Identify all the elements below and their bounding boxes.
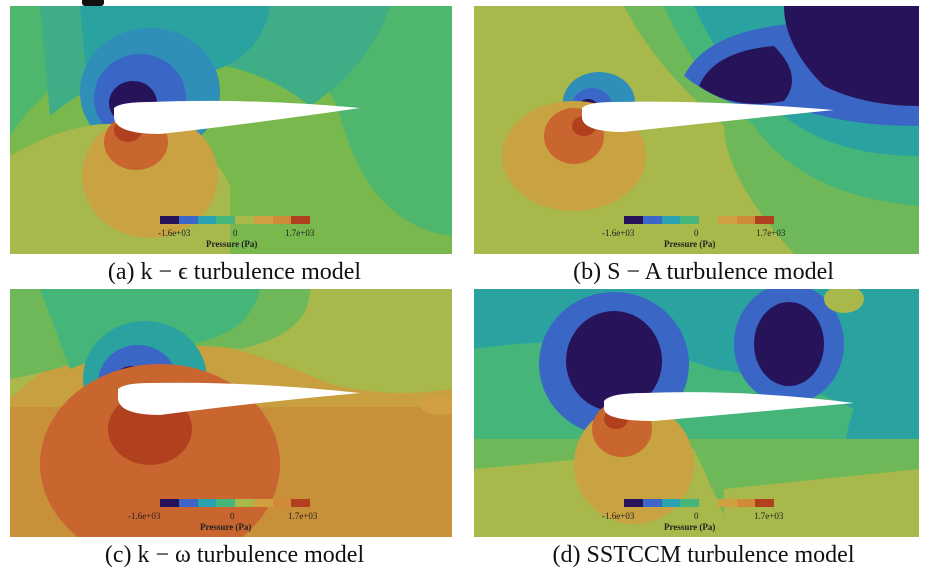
colorbar-min-label: -1.6e+03 bbox=[158, 228, 191, 238]
caption-c: (c) k − ω turbulence model bbox=[104, 542, 365, 568]
colorbar-max-label: 1.7e+03 bbox=[285, 228, 315, 238]
caption-b: (b) S − A turbulence model bbox=[573, 259, 834, 285]
caption-a: (a) k − ϵ turbulence model bbox=[107, 259, 362, 285]
colorbar-mid-label: 0 bbox=[230, 511, 235, 521]
colorbar-max-label: 1.7e+03 bbox=[288, 511, 318, 521]
colorbar-max-label: 1.7e+03 bbox=[756, 228, 786, 238]
colorbar-title: Pressure (Pa) bbox=[664, 522, 716, 532]
colorbar-min-label: -1.6e+03 bbox=[602, 511, 635, 521]
top-left-mark bbox=[82, 0, 104, 6]
colorbar-b bbox=[624, 216, 774, 224]
panel-a: -1.6e+03 0 1.7e+03 Pressure (Pa) bbox=[10, 6, 452, 254]
colorbar-title: Pressure (Pa) bbox=[206, 239, 258, 249]
colorbar-max-label: 1.7e+03 bbox=[754, 511, 784, 521]
colorbar-min-label: -1.6e+03 bbox=[602, 228, 635, 238]
contour-plot-b bbox=[474, 6, 919, 254]
contour-plot-d bbox=[474, 289, 919, 537]
colorbar-mid-label: 0 bbox=[694, 228, 699, 238]
colorbar-title: Pressure (Pa) bbox=[200, 522, 252, 532]
colorbar-a bbox=[160, 216, 310, 224]
colorbar-min-label: -1.6e+03 bbox=[128, 511, 161, 521]
contour-plot-c bbox=[10, 289, 452, 537]
panel-b: -1.6e+03 0 1.7e+03 Pressure (Pa) bbox=[474, 6, 919, 254]
colorbar-mid-label: 0 bbox=[694, 511, 699, 521]
colorbar-title: Pressure (Pa) bbox=[664, 239, 716, 249]
caption-d: (d) SSTCCM turbulence model bbox=[552, 542, 855, 568]
colorbar-d bbox=[624, 499, 774, 507]
panel-d: -1.6e+03 0 1.7e+03 Pressure (Pa) bbox=[474, 289, 919, 537]
panel-c: -1.6e+03 0 1.7e+03 Pressure (Pa) bbox=[10, 289, 452, 537]
colorbar-c bbox=[160, 499, 310, 507]
colorbar-mid-label: 0 bbox=[233, 228, 238, 238]
